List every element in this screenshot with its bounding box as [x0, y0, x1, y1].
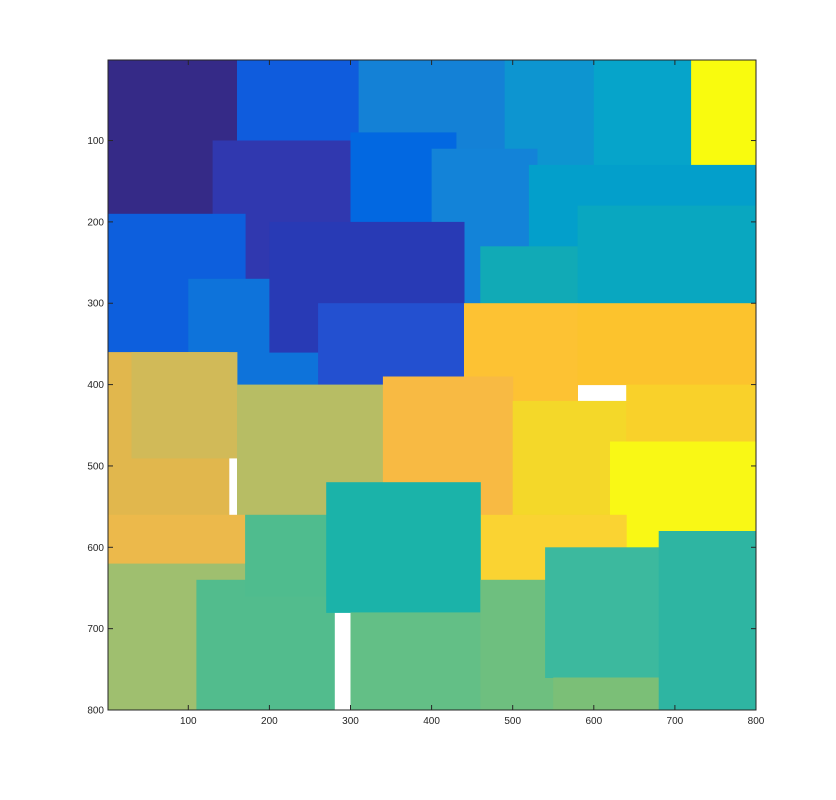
heatmap-region-14: [318, 303, 465, 386]
x-tick-label: 600: [585, 716, 602, 727]
x-tick-label: 800: [748, 716, 765, 727]
heatmap-region-6: [691, 60, 756, 182]
y-tick-label: 200: [87, 217, 104, 228]
y-tick-label: 100: [87, 136, 104, 147]
heatmap-region-20: [131, 352, 238, 459]
x-tick-label: 300: [342, 716, 359, 727]
x-tick-label: 100: [180, 716, 197, 727]
x-tick-label: 200: [261, 716, 278, 727]
heatmap-region-18: [577, 303, 756, 386]
x-tick-label: 400: [423, 716, 440, 727]
heatmap-region-33: [480, 579, 554, 710]
heatmap-regions: [108, 60, 756, 710]
y-tick-label: 400: [87, 380, 104, 391]
heatmap-region-35: [553, 677, 668, 710]
heatmap-region-29: [196, 579, 335, 710]
heatmap-region-32: [350, 612, 481, 710]
y-tick-label: 500: [87, 461, 104, 472]
heatmap-region-25: [610, 441, 756, 548]
heatmap-region-34: [545, 547, 668, 678]
axes: 100 200 300 400 500 600 700 800 100 200 300 400 500 6…: [87, 60, 765, 727]
y-tick-label: 800: [87, 706, 104, 717]
heatmap-region-31: [326, 482, 481, 613]
y-tick-label: 300: [87, 299, 104, 310]
y-tick-label: 600: [87, 543, 104, 554]
heatmap-region-36: [658, 531, 756, 710]
heatmap-region-30: [245, 514, 335, 597]
y-tick-label: 700: [87, 624, 104, 635]
x-tick-label: 500: [504, 716, 521, 727]
x-tick-label: 700: [667, 716, 684, 727]
heatmap-region-24: [626, 384, 756, 442]
